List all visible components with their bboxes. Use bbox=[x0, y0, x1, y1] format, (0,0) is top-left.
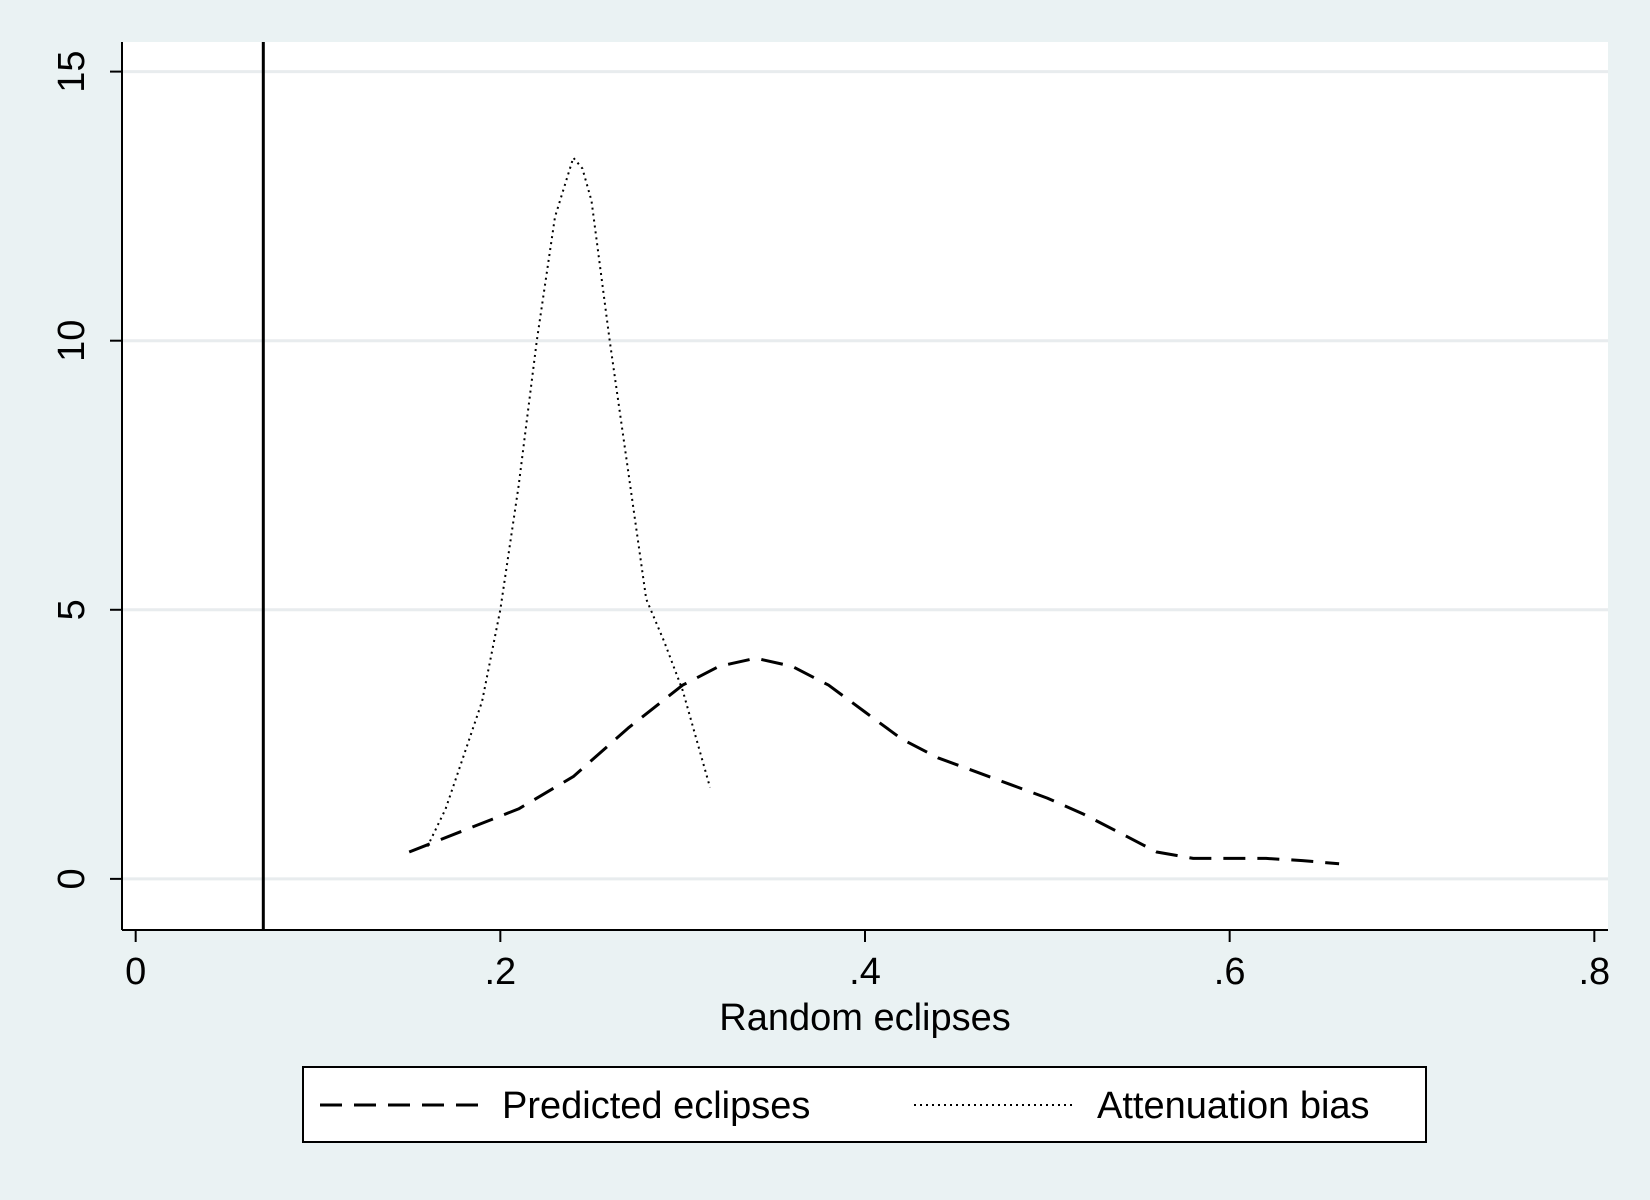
legend-label-0: Predicted eclipses bbox=[502, 1085, 810, 1127]
x-axis-title: Random eclipses bbox=[719, 997, 1010, 1039]
x-tick-label: .2 bbox=[484, 951, 516, 993]
y-tick-label: 0 bbox=[51, 868, 93, 889]
x-tick-label: 0 bbox=[125, 951, 146, 993]
gridlines bbox=[122, 70, 1608, 881]
series-line-0 bbox=[408, 656, 1340, 866]
x-tick-label: .8 bbox=[1578, 951, 1610, 993]
x-tick-label: .4 bbox=[849, 951, 881, 993]
y-tick-label: 10 bbox=[51, 320, 93, 362]
y-tick-label: 5 bbox=[51, 599, 93, 620]
ticks: 0 .2 .4 .6 .8 0 5 10 15 bbox=[51, 50, 1610, 993]
plot-area bbox=[122, 42, 1608, 930]
series-layer bbox=[408, 156, 1340, 866]
y-tick-label: 15 bbox=[51, 50, 93, 92]
legend-label-1: Attenuation bias bbox=[1097, 1085, 1370, 1127]
legend-box bbox=[302, 1066, 1427, 1143]
series-line-1 bbox=[426, 156, 711, 848]
x-tick-label: .6 bbox=[1214, 951, 1246, 993]
legend: Predicted eclipses Attenuation bias bbox=[302, 1066, 1427, 1143]
